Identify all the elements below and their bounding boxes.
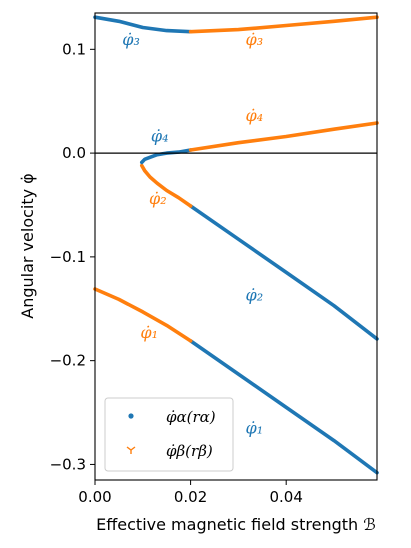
- data-curves: [93, 15, 379, 475]
- legend-marker-beta: [126, 446, 136, 454]
- series-beta-phi1: [93, 287, 193, 343]
- curve-label-beta-3: φ̇₃: [246, 30, 264, 49]
- series-alpha-phi4: [140, 148, 193, 165]
- curve-label-beta-4: φ̇₄: [246, 106, 264, 125]
- y-tick-label: 0.1: [62, 40, 86, 58]
- series-beta-phi2: [140, 163, 193, 208]
- curve-label-beta-2: φ̇₂: [149, 189, 167, 208]
- series-beta-phi3: [188, 15, 379, 34]
- x-tick-label: 0.02: [174, 488, 207, 506]
- curve-label-alpha-4: φ̇₄: [151, 127, 169, 146]
- x-axis-ticks: 0.00 0.02 0.04: [78, 480, 303, 506]
- curve-label-alpha-1: φ̇₁: [246, 418, 264, 437]
- curve-label-beta-1: φ̇₁: [140, 323, 158, 342]
- legend-label-beta: φ̇β(rβ): [166, 442, 213, 460]
- x-axis-label: Effective magnetic field strength ℬ: [96, 515, 376, 534]
- y-tick-label: −0.1: [50, 248, 86, 266]
- y-tick-label: −0.2: [50, 352, 86, 370]
- series-beta-phi4: [188, 121, 379, 152]
- series-alpha-phi2: [188, 204, 379, 341]
- curve-annotations: φ̇₃ φ̇₃ φ̇₄ φ̇₄ φ̇₂ φ̇₂ φ̇₁ φ̇₁: [122, 30, 263, 437]
- curve-label-alpha-3: φ̇₃: [122, 30, 140, 49]
- legend: φ̇α(rα) φ̇β(rβ): [104, 397, 234, 472]
- series-alpha-phi1: [188, 339, 379, 475]
- y-tick-label: −0.3: [50, 455, 86, 473]
- y-axis-label: Angular velocity φ̇: [18, 173, 37, 318]
- legend-box: [104, 397, 234, 472]
- plot-frame: [94, 12, 378, 481]
- x-tick-label: 0.04: [269, 488, 302, 506]
- y-tick-label: 0.0: [62, 144, 86, 162]
- legend-marker-alpha: [128, 413, 134, 419]
- curve-label-alpha-2: φ̇₂: [246, 285, 264, 304]
- y-axis-ticks: 0.1 0.0 −0.1 −0.2 −0.3: [50, 40, 95, 473]
- x-tick-label: 0.00: [78, 488, 111, 506]
- legend-label-alpha: φ̇α(rα): [166, 408, 216, 426]
- series-alpha-phi3: [93, 15, 193, 34]
